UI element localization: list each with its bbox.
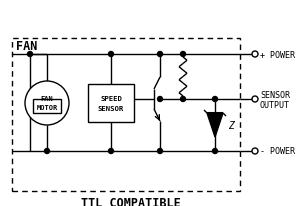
Text: SPEED: SPEED	[100, 96, 122, 102]
Circle shape	[157, 149, 163, 154]
Circle shape	[25, 82, 69, 125]
Text: FAN: FAN	[41, 96, 53, 102]
Circle shape	[252, 97, 258, 103]
Bar	[12, 39, 240, 191]
Circle shape	[181, 52, 185, 57]
Text: SENSOR: SENSOR	[98, 105, 124, 111]
Circle shape	[45, 149, 49, 154]
Text: TTL COMPATIBLE: TTL COMPATIBLE	[81, 196, 181, 206]
Circle shape	[157, 97, 163, 102]
Text: + POWER: + POWER	[260, 50, 295, 59]
Circle shape	[252, 148, 258, 154]
Text: MOTOR: MOTOR	[36, 104, 58, 110]
Circle shape	[27, 52, 33, 57]
Text: OUTPUT: OUTPUT	[260, 100, 290, 109]
Circle shape	[157, 52, 163, 57]
Circle shape	[252, 52, 258, 58]
Bar	[88, 85, 134, 122]
Text: FAN: FAN	[16, 40, 38, 53]
Circle shape	[109, 52, 113, 57]
Circle shape	[109, 149, 113, 154]
Text: - POWER: - POWER	[260, 147, 295, 156]
Circle shape	[213, 149, 217, 154]
Text: Z: Z	[228, 121, 234, 130]
Circle shape	[181, 97, 185, 102]
Polygon shape	[207, 114, 223, 137]
Bar	[33, 99, 61, 114]
Circle shape	[213, 97, 217, 102]
Text: SENSOR: SENSOR	[260, 91, 290, 100]
